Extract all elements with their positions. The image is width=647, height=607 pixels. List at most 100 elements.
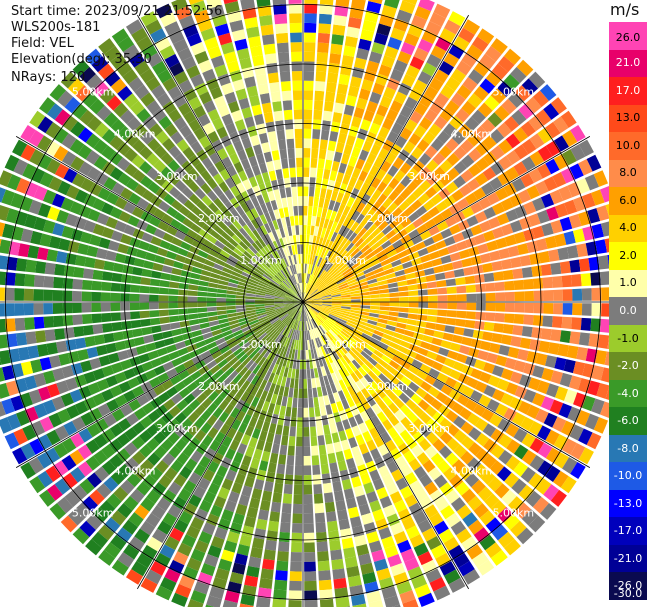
velocity-gate [136, 108, 151, 123]
velocity-gate [299, 311, 302, 321]
velocity-gate [296, 311, 300, 321]
velocity-gate [98, 355, 111, 367]
velocity-gate [283, 416, 291, 427]
velocity-gate [408, 229, 420, 239]
velocity-gate [278, 139, 287, 150]
velocity-gate [194, 82, 209, 96]
velocity-gate [303, 196, 309, 206]
velocity-gate [376, 23, 392, 37]
velocity-gate [202, 370, 213, 381]
velocity-gate [505, 382, 519, 396]
velocity-gate [52, 303, 63, 315]
velocity-gate [553, 434, 569, 451]
velocity-gate [333, 490, 345, 502]
velocity-gate [245, 302, 255, 305]
velocity-gate [87, 208, 101, 222]
velocity-gate [153, 208, 166, 220]
velocity-gate [596, 205, 610, 221]
velocity-gate [466, 44, 483, 60]
velocity-gate [396, 365, 408, 376]
velocity-gate [393, 223, 404, 234]
velocity-gate [285, 464, 294, 475]
velocity-gate [271, 363, 279, 374]
velocity-gate [513, 461, 529, 477]
velocity-gate [345, 242, 355, 252]
velocity-gate [295, 273, 299, 284]
velocity-gate [213, 225, 225, 236]
velocity-gate [330, 292, 341, 296]
velocity-gate [318, 13, 332, 25]
velocity-gate [318, 312, 328, 319]
velocity-gate [261, 102, 273, 114]
azimuth-spoke [302, 136, 591, 303]
velocity-gate [336, 319, 346, 326]
velocity-gate [331, 255, 340, 265]
velocity-gate [209, 229, 221, 240]
velocity-gate [206, 190, 218, 202]
velocity-gate [532, 392, 546, 407]
velocity-gate [359, 335, 370, 344]
velocity-gate [293, 299, 303, 302]
velocity-gate [207, 130, 220, 144]
velocity-gate [397, 280, 408, 287]
velocity-gate [206, 297, 217, 302]
velocity-gate [406, 424, 419, 437]
velocity-gate [368, 312, 379, 318]
velocity-gate [303, 205, 308, 216]
velocity-gate [6, 333, 18, 348]
velocity-gate [86, 166, 101, 181]
velocity-gate [409, 110, 423, 124]
velocity-gate [357, 241, 368, 251]
velocity-gate [388, 177, 400, 190]
velocity-gate [208, 390, 219, 402]
velocity-gate [382, 419, 393, 431]
velocity-gate [265, 471, 276, 483]
velocity-gate [161, 452, 176, 466]
velocity-gate [42, 399, 57, 415]
velocity-gate [69, 449, 85, 466]
velocity-gate [157, 69, 173, 84]
velocity-gate [318, 269, 326, 279]
velocity-gate [339, 356, 348, 367]
velocity-gate [474, 320, 485, 330]
velocity-gate [328, 530, 340, 542]
velocity-gate [387, 315, 398, 322]
velocity-gate [131, 154, 146, 169]
velocity-gate [269, 253, 277, 263]
velocity-gate [133, 123, 148, 138]
velocity-gate [369, 165, 380, 177]
velocity-gate [146, 100, 161, 115]
velocity-gate [272, 598, 287, 607]
velocity-gate [424, 108, 438, 123]
velocity-gate [281, 158, 289, 169]
range-ring-labels: 1.00km2.00km3.00km4.00km5.00km1.00km2.00… [72, 86, 534, 520]
velocity-gate [468, 246, 480, 257]
velocity-gate [498, 433, 513, 449]
velocity-gate [139, 160, 153, 175]
velocity-gate [114, 394, 128, 408]
velocity-gate [143, 334, 155, 344]
velocity-gate [304, 311, 307, 321]
velocity-gate [334, 223, 342, 234]
velocity-gate [433, 585, 451, 601]
velocity-gate [287, 307, 296, 315]
velocity-gate [24, 406, 39, 423]
velocity-gate [168, 405, 181, 418]
velocity-gate [225, 353, 236, 363]
velocity-gate [254, 354, 264, 365]
velocity-gate [315, 177, 323, 188]
velocity-gate [344, 556, 358, 568]
velocity-gate [310, 319, 316, 329]
velocity-gate [113, 102, 129, 118]
velocity-gate [92, 198, 106, 212]
velocity-gate [306, 311, 310, 321]
velocity-gate [303, 330, 305, 341]
velocity-gate [320, 405, 327, 416]
velocity-gate [124, 338, 136, 349]
velocity-gate [20, 228, 34, 243]
velocity-gate [104, 517, 121, 534]
velocity-gate [353, 485, 365, 498]
velocity-gate [271, 230, 279, 241]
velocity-gate [285, 305, 295, 310]
velocity-gate [290, 551, 302, 562]
